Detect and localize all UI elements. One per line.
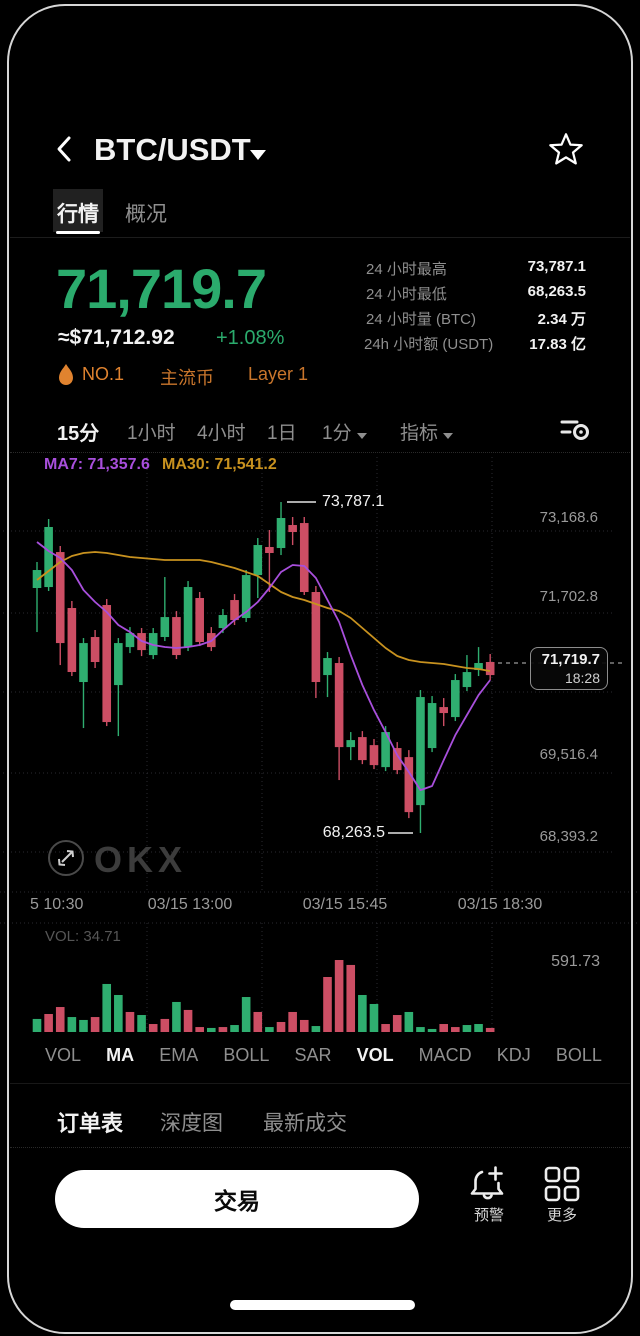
back-icon[interactable] xyxy=(53,134,77,164)
pair-dropdown-icon[interactable] xyxy=(250,150,266,160)
x-axis-label: 03/15 18:30 xyxy=(457,896,543,913)
kline-chart[interactable] xyxy=(0,455,640,1038)
last-price: 71,719.7 xyxy=(56,257,267,320)
x-axis-label: 03/15 13:00 xyxy=(147,896,233,913)
last-price-box: 71,719.7 18:28 xyxy=(530,647,608,690)
y-axis-label: 69,516.4 xyxy=(539,746,598,763)
alert-label: 预警 xyxy=(473,1207,504,1224)
tab-market-highlight xyxy=(53,189,103,232)
stat-label: 24 小时最高 xyxy=(366,261,447,278)
timeframe-15m[interactable]: 15分 xyxy=(57,423,100,445)
more-grid-icon[interactable] xyxy=(544,1166,580,1202)
tab-trades[interactable]: 最新成交 xyxy=(263,1112,347,1135)
indicator-dropdown-label: 指标 xyxy=(400,423,439,444)
price-change: +1.08% xyxy=(216,327,285,349)
low-annotation: 68,263.5 xyxy=(322,824,385,841)
indicator-tab-kdj[interactable]: KDJ xyxy=(496,1045,531,1065)
tab-market-underline xyxy=(56,231,100,234)
volume-axis-label: 591.73 xyxy=(551,953,600,970)
tab-orderbook[interactable]: 订单表 xyxy=(57,1111,124,1136)
tab-depth[interactable]: 深度图 xyxy=(160,1112,223,1135)
price-alert-icon[interactable] xyxy=(468,1164,508,1204)
expand-chart-icon[interactable] xyxy=(47,839,85,877)
stat-label: 24 小时量 (BTC) xyxy=(366,311,477,328)
trade-button-label: 交易 xyxy=(214,1188,260,1214)
indicator-tab-vol[interactable]: VOL xyxy=(45,1045,82,1065)
timeframe-1d[interactable]: 1日 xyxy=(267,423,297,444)
chevron-down-icon xyxy=(443,433,454,439)
stat-label: 24 小时最低 xyxy=(366,286,447,303)
y-axis-label: 68,393.2 xyxy=(539,828,598,845)
trade-button[interactable]: 交易 xyxy=(55,1170,419,1228)
stat-label: 24h 小时额 (USDT) xyxy=(364,336,494,353)
indicator-tab-boll[interactable]: BOLL xyxy=(223,1045,270,1065)
indicator-tab-vol2[interactable]: VOL xyxy=(356,1045,394,1065)
okx-watermark: OKX xyxy=(94,839,188,880)
x-axis-label: 5 10:30 xyxy=(30,896,84,913)
favorite-star-icon[interactable] xyxy=(549,132,583,166)
tag-layer[interactable]: Layer 1 xyxy=(248,364,309,384)
flame-icon xyxy=(59,364,73,385)
orderbook-divider xyxy=(10,1147,630,1148)
chevron-down-icon xyxy=(356,433,367,439)
indicator-tab-macd[interactable]: MACD xyxy=(418,1045,472,1065)
chart-settings-icon[interactable] xyxy=(560,414,592,444)
timeframe-4h[interactable]: 4小时 xyxy=(197,423,246,444)
stat-value: 73,787.1 xyxy=(527,258,586,275)
x-axis-label: 03/15 15:45 xyxy=(302,896,388,913)
section-divider xyxy=(10,1083,630,1084)
pair-title[interactable]: BTC/USDT xyxy=(94,132,251,167)
indicator-tab-ma[interactable]: MA xyxy=(106,1045,135,1065)
ma7-legend: MA7: 71,357.6 xyxy=(44,456,150,473)
volume-legend: VOL: 34.71 xyxy=(45,928,121,945)
tag-category[interactable]: 主流币 xyxy=(160,368,214,388)
indicator-tab-ema[interactable]: EMA xyxy=(159,1045,199,1065)
tab-market[interactable]: 行情 xyxy=(57,203,99,226)
tag-rank[interactable]: NO.1 xyxy=(82,364,125,384)
home-indicator[interactable] xyxy=(230,1300,415,1310)
toolbar-divider xyxy=(10,452,630,453)
timeframe-dropdown-label: 1分 xyxy=(322,423,352,444)
timeframe-1h[interactable]: 1小时 xyxy=(127,423,176,444)
stat-value: 17.83 亿 xyxy=(529,336,586,353)
y-axis-label: 73,168.6 xyxy=(539,509,598,526)
stat-value: 2.34 万 xyxy=(537,311,586,328)
high-annotation: 73,787.1 xyxy=(322,493,385,510)
last-price-box-value: 71,719.7 xyxy=(541,651,600,668)
ma30-legend: MA30: 71,541.2 xyxy=(162,456,277,473)
indicator-tab-bar: VOL MA EMA BOLL SAR VOL MACD KDJ BOLL xyxy=(45,1045,602,1066)
last-price-box-time: 18:28 xyxy=(564,670,600,686)
indicator-dropdown[interactable]: 指标 xyxy=(400,418,454,445)
y-axis-label: 71,702.8 xyxy=(539,588,598,605)
indicator-tab-boll2[interactable]: BOLL xyxy=(555,1045,602,1065)
stat-value: 68,263.5 xyxy=(527,283,586,300)
indicator-tab-sar[interactable]: SAR xyxy=(294,1045,332,1065)
timeframe-dropdown[interactable]: 1分 xyxy=(322,418,367,445)
header-divider xyxy=(10,237,630,238)
more-label: 更多 xyxy=(546,1207,577,1224)
fiat-price: ≈$71,712.92 xyxy=(58,326,175,349)
tab-overview[interactable]: 概况 xyxy=(125,203,167,226)
